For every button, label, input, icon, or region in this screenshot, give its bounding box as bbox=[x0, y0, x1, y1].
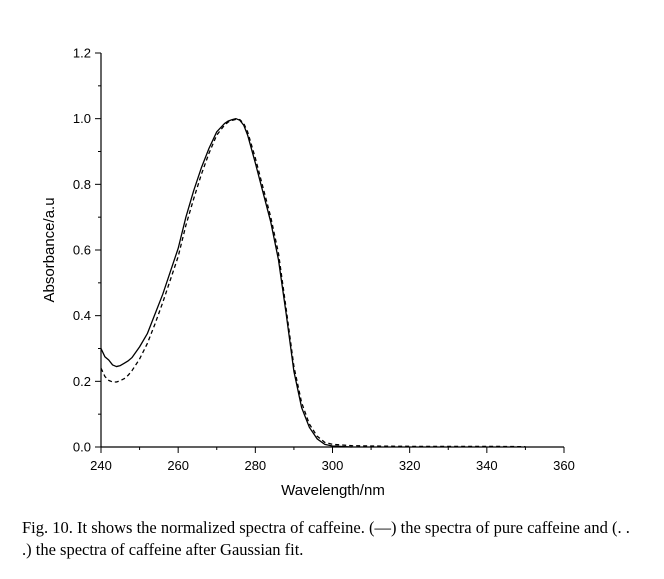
y-tick-label: 0.4 bbox=[73, 308, 91, 323]
x-tick-label: 260 bbox=[167, 458, 189, 473]
y-axis-title: Absorbance/a.u bbox=[41, 197, 58, 302]
x-tick-label: 300 bbox=[322, 458, 344, 473]
series-line-pure-caffeine bbox=[100, 118, 352, 448]
y-tick-label: 0.0 bbox=[73, 440, 91, 455]
chart: 240 260 280 300 320 340 360 0.0 0.2 0.4 0.6 0.8 1.0 1… bbox=[41, 46, 575, 500]
x-tick-label: 360 bbox=[553, 458, 575, 473]
y-tick-label: 1.0 bbox=[73, 111, 91, 126]
y-tick-label: 0.8 bbox=[73, 177, 91, 192]
x-tick-label: 280 bbox=[244, 458, 266, 473]
series-layer bbox=[100, 118, 526, 448]
x-axis-title: Wavelength/nm bbox=[281, 482, 385, 499]
figure-caption: Fig. 10. It shows the normalized spectra… bbox=[22, 518, 630, 559]
y-tick-label: 0.6 bbox=[73, 243, 91, 258]
figure: 240 260 280 300 320 340 360 0.0 0.2 0.4 0.6 0.8 1.0 1… bbox=[41, 46, 575, 500]
x-tick-label: 240 bbox=[90, 458, 112, 473]
x-tick-label: 320 bbox=[399, 458, 421, 473]
y-tick-label: 0.2 bbox=[73, 374, 91, 389]
y-tick-label: 1.2 bbox=[73, 46, 91, 61]
ticks: 240 260 280 300 320 340 360 0.0 0.2 0.4 0.6 0.8 1.0 1… bbox=[73, 46, 575, 474]
x-tick-label: 340 bbox=[476, 458, 498, 473]
axes bbox=[100, 53, 564, 448]
series-line-gaussian-fit bbox=[100, 118, 526, 448]
